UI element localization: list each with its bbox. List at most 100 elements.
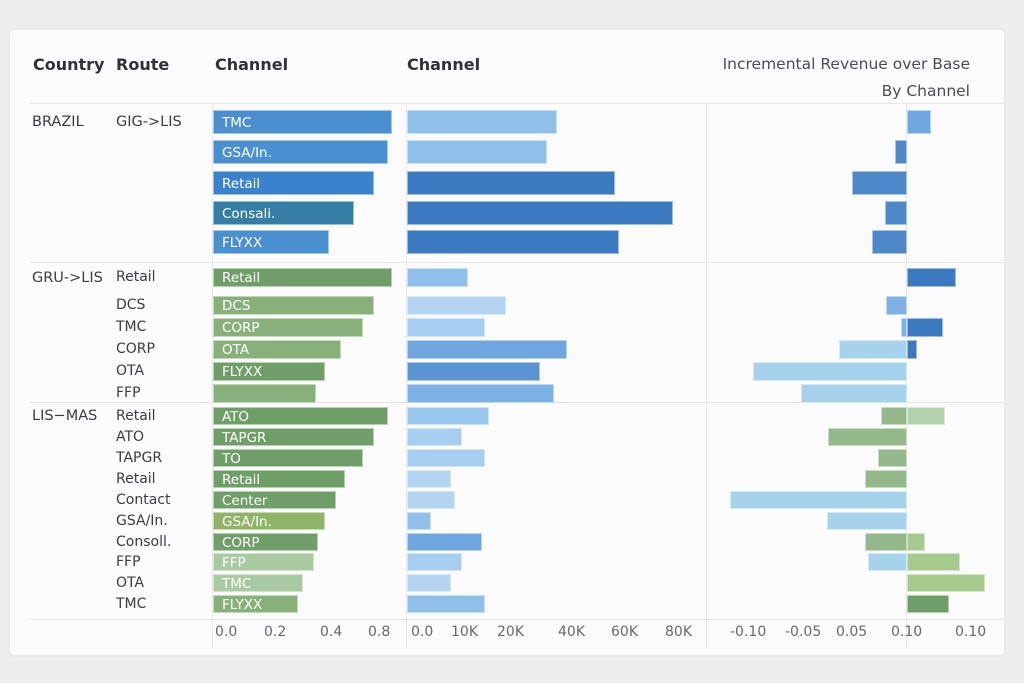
revenue-bar [407,449,486,467]
incremental-bar [884,201,908,225]
header-channel-1: Channel [215,55,289,74]
row-label: OTA [116,363,145,379]
revenue-bar [407,553,462,571]
share-bar: Retail [213,470,345,488]
row-label: TAPGR [116,450,163,466]
incremental-bar [877,449,908,467]
incremental-bar [753,362,908,381]
revenue-axis-tick: 20K [497,624,524,640]
divider [30,619,1004,620]
header-channel-2: Channel [407,55,481,74]
share-axis-tick: 0.0 [215,624,238,640]
incremental-bar [901,318,908,337]
share-bar: GSA/In. [213,512,325,530]
country-label: BRAZIL [32,114,84,130]
revenue-bar [407,491,455,509]
axis-line [406,103,407,648]
divider [30,103,1004,104]
revenue-bar [407,340,568,359]
share-bar: TO [213,449,363,467]
share-bar: ATO [213,407,388,425]
incremental-bar [871,230,908,254]
revenue-bar [407,201,674,225]
row-label: DCS [116,297,146,313]
share-bar: FLYXX [213,595,299,613]
revenue-bar [407,512,431,530]
incremental-bar [864,533,908,551]
revenue-bar [407,595,486,613]
revenue-bar [407,574,452,592]
share-bar: FLYXX [213,362,325,381]
row-label: CORP [116,341,155,357]
incremental-bar [827,428,908,446]
row-label: Retail [116,269,156,285]
incremental-bar [907,407,946,425]
revenue-bar [407,470,452,488]
row-label: TMC [116,596,147,612]
incremental-bar [800,384,908,403]
incremental-bar [907,110,931,134]
revenue-bar [407,318,486,337]
share-bar: Retail [213,171,375,195]
row-label: Consoll. [116,534,172,550]
row-label: ATO [116,429,145,445]
revenue-bar [407,110,558,134]
revenue-bar [407,428,462,446]
incremental-bar [826,512,908,530]
incremental-bar [907,268,956,287]
incremental-bar [864,470,908,488]
incremental-bar [907,595,949,613]
incremental-bar [885,296,908,315]
incremental-axis-tick: 0.05 [836,624,868,640]
incremental-axis-tick: 0.10 [955,624,987,640]
incremental-bar [907,553,961,571]
row-label: Retail [116,408,156,424]
divider [30,262,1004,263]
country-label: GRU->LIS [32,270,103,286]
share-bar: FLYXX [213,230,330,254]
revenue-bar [407,230,619,254]
revenue-bar [407,140,547,164]
share-bar: Center [213,491,337,509]
share-bar: CORP [213,318,363,337]
revenue-axis-tick: 80K [665,624,692,640]
share-bar: TMC [213,574,303,592]
incremental-bar [907,318,943,337]
revenue-bar [407,533,483,551]
incremental-bar [868,553,908,571]
chart-subtitle: By Channel [881,82,970,100]
incremental-bar [838,340,908,359]
share-bar: DCS [213,296,375,315]
share-bar: Consali. [213,201,354,225]
share-bar: FFP [213,553,314,571]
share-bar: Retail [213,268,392,287]
row-label: GSA/In. [116,513,168,529]
chart-title: Incremental Revenue over Base [722,55,970,73]
revenue-bar [407,171,616,195]
incremental-axis-tick: -0.05 [785,624,822,640]
row-label: FFP [116,385,141,401]
share-bar: CORP [213,533,319,551]
incremental-bar [895,140,908,164]
revenue-bar [407,296,506,315]
incremental-bar [907,533,925,551]
revenue-bar [407,268,469,287]
row-label: FFP [116,554,141,570]
incremental-axis-tick: -0.10 [730,624,767,640]
incremental-bar [851,171,908,195]
incremental-bar [881,407,908,425]
revenue-axis-tick: 60K [611,624,638,640]
share-bar: OTA [213,340,341,359]
share-axis-tick: 0.8 [368,624,391,640]
share-bar: GSA/In. [213,140,388,164]
row-label: Contact [116,492,171,508]
revenue-axis-tick: 10K [451,624,478,640]
row-label: Retail [116,471,156,487]
share-axis-tick: 0.4 [320,624,343,640]
incremental-axis-tick: 0.10 [891,624,923,640]
revenue-bar [407,407,489,425]
axis-line [212,103,213,648]
country-label: LIS−MAS [32,408,98,424]
incremental-bar [907,574,986,592]
share-bar [213,384,316,403]
